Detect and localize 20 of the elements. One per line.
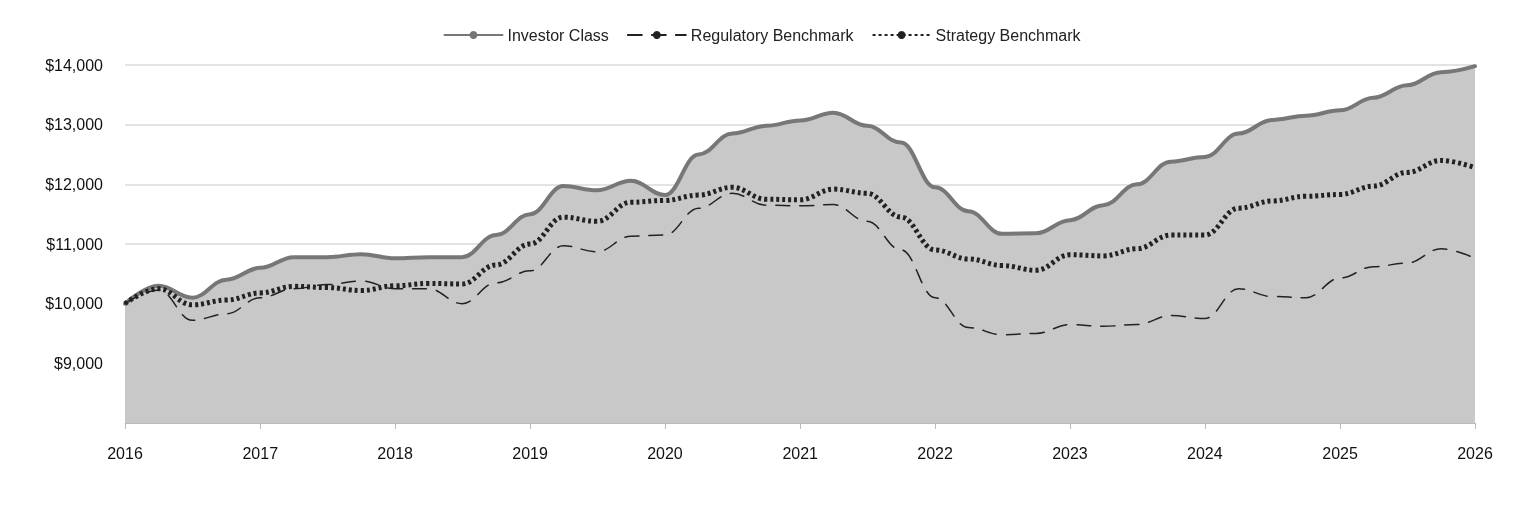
x-tick-label: 2021 bbox=[782, 444, 819, 462]
x-tick-label: 2016 bbox=[107, 444, 143, 462]
y-tick-label: $13,000 bbox=[45, 116, 104, 134]
y-tick-label: $12,000 bbox=[45, 175, 104, 193]
legend-label: Regulatory Benchmark bbox=[690, 26, 855, 44]
x-tick-label: 2023 bbox=[1052, 444, 1088, 462]
x-tick-label: 2022 bbox=[917, 444, 953, 462]
y-tick-label: $14,000 bbox=[45, 56, 104, 74]
legend-label: Strategy Benchmark bbox=[935, 26, 1082, 44]
legend-label: Investor Class bbox=[507, 26, 609, 44]
y-tick-label: $10,000 bbox=[45, 295, 104, 313]
y-tick-label: $9,000 bbox=[54, 354, 104, 372]
x-tick-label: 2025 bbox=[1322, 444, 1359, 462]
x-tick-label: 2026 bbox=[1457, 444, 1493, 462]
x-tick-label: 2020 bbox=[647, 444, 683, 462]
x-tick-label: 2019 bbox=[512, 444, 548, 462]
y-tick-label: $11,000 bbox=[46, 235, 104, 253]
x-tick-label: 2018 bbox=[377, 444, 414, 462]
x-tick-label: 2017 bbox=[242, 444, 279, 462]
x-tick-label: 2024 bbox=[1187, 444, 1223, 462]
